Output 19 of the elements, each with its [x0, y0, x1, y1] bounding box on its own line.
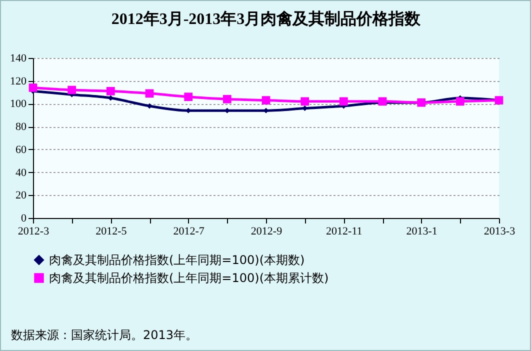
x-tick-label: 2013-1: [406, 226, 438, 238]
x-tick-label: 2013-3: [484, 226, 516, 238]
y-tick-label: 140: [10, 52, 27, 64]
x-tick-label: 2012-3: [18, 226, 50, 238]
y-tick-label: 0: [21, 212, 27, 224]
y-tick-label: 100: [10, 98, 27, 110]
source-note: 数据来源：国家统计局。2013年。: [11, 327, 198, 344]
x-tick-label: 2012-7: [173, 226, 205, 238]
y-tick-label: 20: [16, 190, 27, 202]
y-tick-label: 40: [16, 166, 27, 179]
x-tick-label: 2012-5: [96, 226, 128, 238]
y-tick-label: 80: [16, 121, 27, 134]
legend-label: 肉禽及其制品价格指数(上年同期=100)(本期数): [49, 253, 305, 267]
chart-title: 2012年3月-2013年3月肉禽及其制品价格指数: [111, 10, 422, 28]
x-tick-label: 2012-9: [250, 226, 283, 238]
legend-label: 肉禽及其制品价格指数(上年同期=100)(本期累计数): [49, 271, 329, 285]
y-tick-label: 120: [10, 75, 27, 88]
x-tick-label: 2012-11: [326, 226, 362, 238]
y-tick-label: 60: [16, 144, 27, 156]
